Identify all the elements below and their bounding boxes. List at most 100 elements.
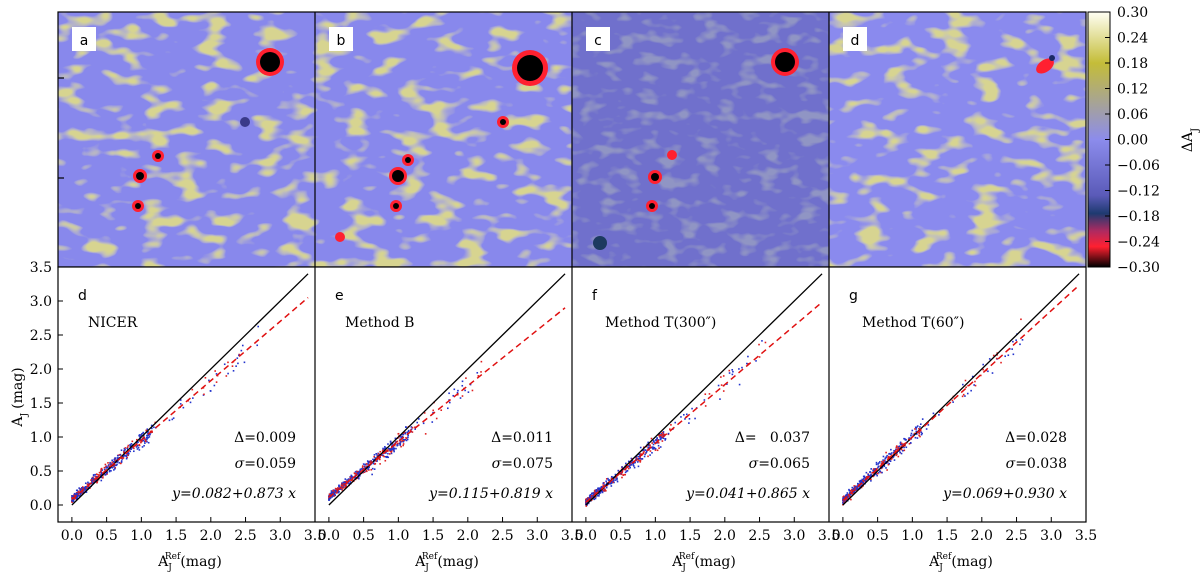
fit-line	[71, 297, 309, 500]
data-point	[423, 412, 426, 414]
data-point	[362, 471, 364, 474]
data-point	[329, 497, 331, 500]
data-point	[215, 373, 218, 375]
x-tick-label: 1.0	[644, 528, 666, 544]
data-point	[138, 444, 141, 447]
data-point	[407, 430, 410, 433]
data-point	[93, 479, 95, 481]
data-point	[987, 370, 989, 373]
map-tag: c	[594, 33, 602, 49]
data-point	[964, 379, 967, 382]
data-point	[114, 467, 117, 469]
data-point	[112, 460, 115, 463]
data-point	[682, 413, 685, 416]
data-point	[153, 426, 155, 429]
data-point	[964, 395, 966, 397]
data-point	[585, 502, 588, 504]
data-point	[876, 472, 879, 475]
data-point	[448, 401, 451, 404]
data-point	[71, 501, 73, 503]
data-point	[375, 460, 377, 462]
data-point	[637, 458, 640, 460]
data-point	[104, 463, 107, 466]
data-point	[256, 344, 259, 347]
data-point	[883, 465, 886, 468]
data-point	[371, 467, 374, 470]
data-point	[654, 449, 657, 451]
data-point	[392, 446, 394, 448]
data-point	[647, 441, 649, 444]
data-point	[872, 475, 875, 478]
data-point	[142, 439, 145, 442]
panel-tag: f	[592, 288, 598, 304]
data-point	[395, 441, 397, 444]
data-point	[875, 473, 877, 476]
data-point	[863, 476, 866, 479]
data-point	[661, 440, 664, 442]
data-point	[720, 384, 723, 386]
data-point	[394, 437, 397, 440]
data-point	[204, 376, 207, 379]
data-point	[243, 361, 246, 364]
data-point	[973, 384, 975, 386]
data-point	[731, 368, 734, 371]
x-tick-label: 2.0	[971, 528, 993, 544]
data-point	[900, 442, 903, 445]
data-point	[390, 451, 393, 453]
data-point	[918, 427, 920, 430]
data-point	[605, 486, 608, 489]
data-point	[919, 429, 922, 432]
data-point	[600, 486, 603, 488]
data-point	[111, 459, 113, 462]
data-point	[383, 455, 385, 458]
data-point	[651, 442, 653, 444]
data-point	[890, 458, 892, 461]
data-point	[598, 492, 600, 494]
data-point	[461, 384, 464, 387]
data-point	[331, 496, 333, 498]
data-point	[404, 438, 407, 441]
data-point	[341, 489, 344, 491]
data-point	[78, 487, 80, 489]
data-point	[329, 496, 332, 499]
data-point	[227, 372, 229, 375]
data-point	[331, 492, 333, 494]
method-label: NICER	[88, 315, 138, 331]
data-point	[147, 432, 149, 435]
data-point	[620, 473, 623, 475]
data-point	[738, 368, 740, 370]
data-point	[362, 467, 365, 470]
data-point	[379, 463, 381, 465]
data-point	[889, 460, 892, 463]
data-point	[422, 422, 425, 425]
data-point	[341, 482, 344, 485]
data-point	[387, 456, 390, 459]
data-point	[731, 373, 734, 376]
data-point	[391, 449, 393, 452]
colorbar-tick-label: 0.24	[1117, 31, 1148, 47]
data-point	[71, 499, 73, 502]
data-point	[369, 460, 372, 463]
data-point	[192, 397, 194, 399]
data-point	[661, 433, 664, 436]
data-point	[900, 443, 902, 446]
data-point	[663, 433, 666, 436]
colorbar-tick-label: 0.06	[1117, 107, 1148, 123]
data-point	[73, 494, 75, 497]
data-point	[459, 397, 462, 399]
data-point	[128, 452, 130, 455]
data-point	[397, 433, 400, 435]
data-point	[84, 482, 87, 485]
data-point	[407, 429, 410, 432]
data-point	[100, 479, 103, 482]
data-point	[363, 471, 366, 473]
sigma-stat: σ=0.065	[749, 456, 810, 472]
data-point	[333, 493, 336, 496]
data-point	[110, 463, 112, 466]
data-point	[139, 438, 142, 441]
data-point	[895, 448, 897, 451]
data-point	[719, 398, 721, 400]
data-point	[594, 492, 597, 494]
data-point	[432, 409, 435, 412]
data-point	[405, 439, 408, 442]
